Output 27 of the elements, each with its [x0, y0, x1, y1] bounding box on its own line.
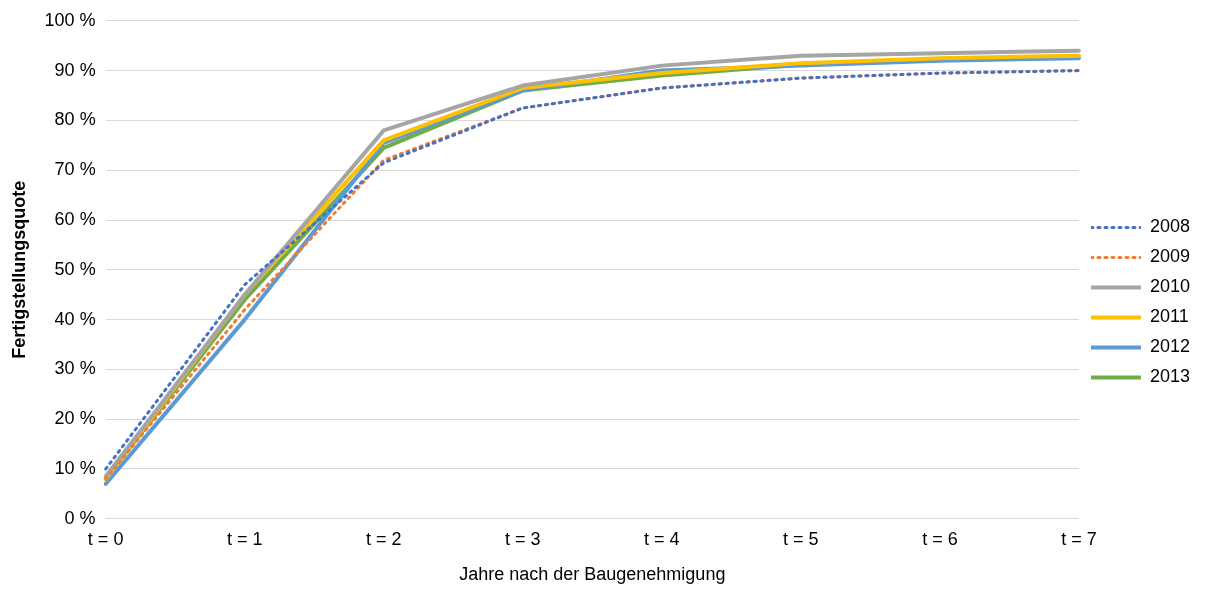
x-axis-title: Jahre nach der Baugenehmigung — [459, 564, 726, 585]
y-tick-label: 10 % — [54, 457, 96, 478]
legend-label: 2008 — [1149, 216, 1190, 237]
y-axis-title: Fertigstellungsquote — [8, 180, 29, 359]
y-tick-label: 100 % — [44, 9, 96, 30]
x-tick-label: t = 4 — [644, 528, 680, 549]
y-tick-label: 40 % — [54, 308, 96, 329]
x-tick-label: t = 7 — [1061, 528, 1097, 549]
x-tick-label: t = 0 — [87, 528, 124, 549]
x-tick-label: t = 5 — [783, 528, 819, 549]
x-tick-label: t = 3 — [505, 528, 541, 549]
legend-label: 2012 — [1149, 336, 1190, 357]
legend-label: 2010 — [1149, 276, 1190, 297]
y-tick-label: 90 % — [54, 59, 96, 80]
y-tick-label: 60 % — [54, 208, 96, 229]
y-tick-label: 80 % — [54, 109, 96, 130]
y-tick-label: 30 % — [54, 358, 96, 379]
y-tick-label: 50 % — [54, 258, 96, 279]
x-tick-label: t = 6 — [922, 528, 958, 549]
x-tick-label: t = 2 — [365, 528, 402, 549]
legend-label: 2013 — [1149, 366, 1190, 387]
y-tick-label: 0 % — [64, 507, 96, 528]
x-tick-label: t = 1 — [226, 528, 263, 549]
legend-label: 2009 — [1149, 246, 1190, 267]
y-tick-label: 70 % — [54, 159, 96, 180]
y-tick-label: 20 % — [54, 408, 96, 429]
legend-label: 2011 — [1149, 306, 1189, 327]
